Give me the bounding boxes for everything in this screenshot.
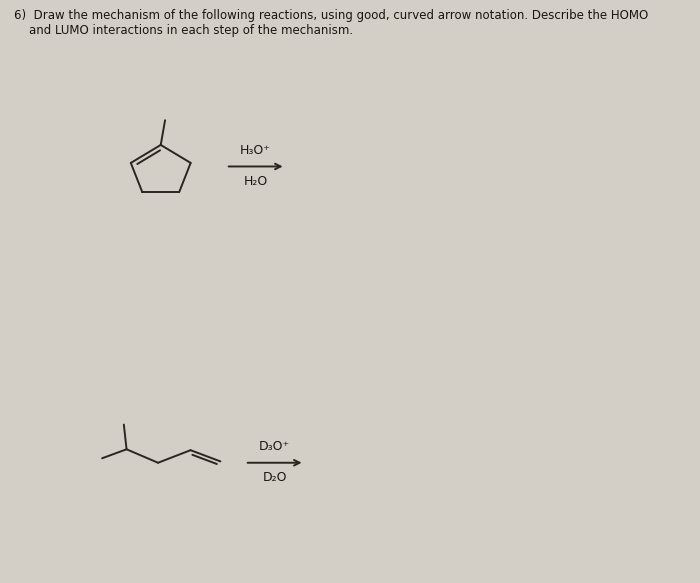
Text: H₂O: H₂O	[244, 174, 268, 188]
Text: 6)  Draw the mechanism of the following reactions, using good, curved arrow nota: 6) Draw the mechanism of the following r…	[14, 9, 648, 37]
Text: H₃O⁺: H₃O⁺	[240, 143, 271, 157]
Text: D₃O⁺: D₃O⁺	[259, 440, 290, 453]
Text: D₂O: D₂O	[262, 471, 287, 484]
